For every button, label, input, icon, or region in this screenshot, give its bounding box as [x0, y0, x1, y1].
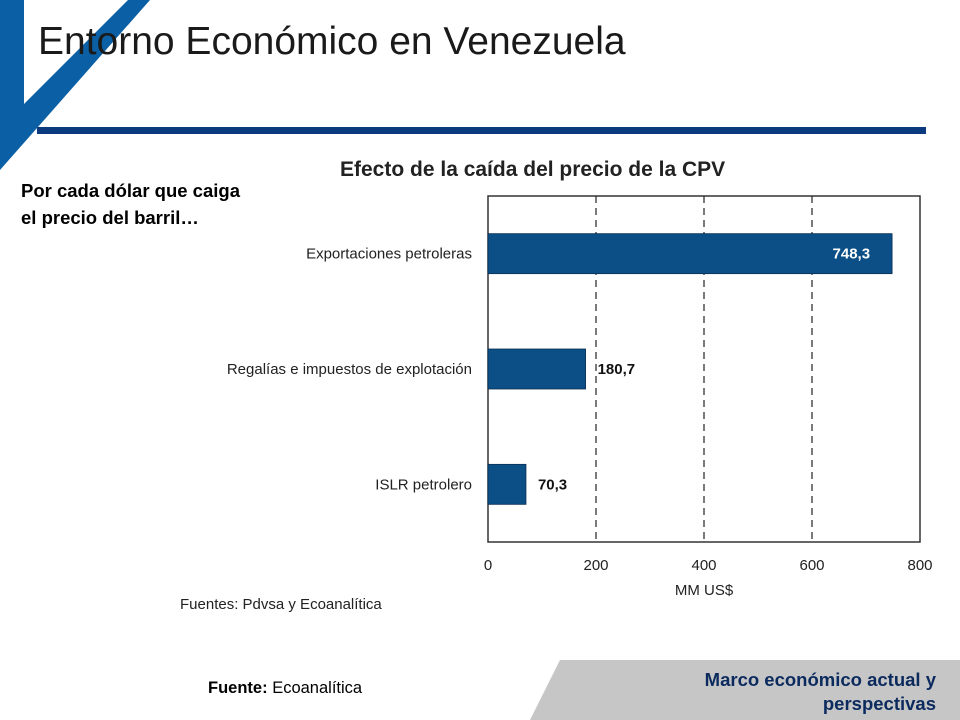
chart-source-note: Fuentes: Pdvsa y Ecoanalítica	[180, 596, 382, 613]
category-label: Exportaciones petroleras	[306, 246, 472, 263]
bar-chart: Efecto de la caída del precio de la CPV …	[170, 142, 945, 622]
x-tick-labels: 0 200 400 600 800	[484, 557, 933, 574]
category-label: Regalías e impuestos de explotación	[227, 361, 472, 378]
bars	[487, 233, 893, 505]
chart-svg: Efecto de la caída del precio de la CPV …	[180, 158, 933, 613]
value-label: 70,3	[538, 476, 567, 493]
footer-section-label: Marco económico actual y perspectivas	[704, 669, 936, 714]
footer-tab-shape	[530, 660, 960, 720]
x-axis-title: MM US$	[675, 582, 734, 599]
title-rule	[37, 127, 926, 134]
footer-section-tab: Marco económico actual y perspectivas	[530, 660, 960, 720]
value-label: 748,3	[833, 246, 871, 263]
x-tick-label: 400	[691, 557, 716, 574]
bar	[487, 463, 527, 505]
bar	[487, 233, 893, 275]
x-tick-label: 600	[799, 557, 824, 574]
category-labels: Exportaciones petroleras 748,3 Regalías e …	[227, 246, 870, 494]
chart-title: Efecto de la caída del precio de la CPV	[340, 158, 725, 181]
value-label: 180,7	[598, 361, 636, 378]
x-tick-label: 0	[484, 557, 492, 574]
x-tick-label: 800	[907, 557, 932, 574]
x-tick-label: 200	[583, 557, 608, 574]
category-label: ISLR petrolero	[375, 476, 472, 493]
slide-title: Entorno Económico en Venezuela	[38, 20, 626, 63]
grid-lines	[595, 196, 813, 542]
footer-source-label: Fuente:	[208, 679, 268, 697]
footer-source: Fuente: Ecoanalítica	[208, 679, 362, 698]
footer-source-value: Ecoanalítica	[272, 679, 363, 697]
bar	[487, 348, 586, 390]
intro-text: Por cada dólar que caiga el precio del b…	[21, 180, 240, 228]
